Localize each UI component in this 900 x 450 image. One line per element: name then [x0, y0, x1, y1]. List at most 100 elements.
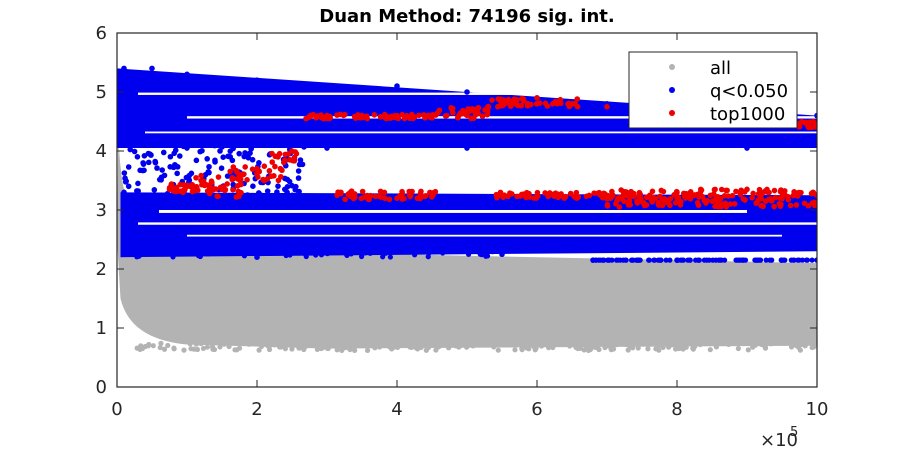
series-top1000-point	[690, 192, 697, 199]
series-top1000-point	[574, 96, 581, 102]
series-top1000-point	[407, 191, 414, 198]
series-top1000-point	[166, 186, 173, 193]
series-all-point	[352, 347, 358, 353]
series-top1000-point	[677, 202, 684, 208]
series-q-point	[734, 257, 741, 263]
band-gap	[138, 222, 817, 225]
series-top1000-point	[672, 200, 679, 206]
series-top1000-point	[762, 188, 769, 194]
legend-marker-top1000	[669, 110, 675, 116]
series-top1000-point	[399, 188, 405, 195]
series-top1000-point	[507, 190, 513, 196]
series-all-point	[768, 341, 774, 347]
series-top1000-point	[621, 198, 628, 205]
series-all-point	[325, 345, 331, 352]
series-all-point	[258, 343, 265, 349]
band-gap	[159, 210, 747, 213]
series-q-point	[220, 154, 226, 161]
series-all-point	[647, 341, 653, 347]
series-q-point	[465, 251, 472, 257]
series-top1000-point	[575, 194, 582, 200]
series-q-point	[148, 152, 154, 158]
series-top1000-point	[334, 192, 340, 199]
series-top1000-point	[347, 193, 354, 199]
series-q-point	[426, 250, 432, 256]
series-q-point	[121, 189, 127, 196]
legend-label-top1000: top1000	[710, 104, 785, 125]
series-q-point	[274, 194, 280, 201]
series-q-point	[254, 254, 260, 260]
series-top1000-point	[643, 194, 650, 201]
series-q-point	[158, 177, 164, 183]
series-q-point	[477, 251, 483, 257]
series-all-point	[575, 345, 581, 352]
series-top1000-point	[812, 202, 817, 209]
series-q-point	[230, 145, 236, 152]
series-q-point	[257, 192, 264, 198]
series-top1000-point	[418, 188, 424, 195]
series-all-point	[226, 343, 232, 350]
series-top1000-point	[444, 112, 450, 119]
series-all-point	[277, 344, 283, 350]
series-top1000-point	[694, 199, 701, 206]
series-top1000-point	[293, 150, 300, 157]
series-all-point	[217, 344, 223, 350]
series-q-point	[170, 254, 176, 260]
series-top1000-point	[499, 192, 505, 199]
series-q-point	[134, 154, 141, 160]
series-q-point	[318, 252, 325, 258]
series-q-point	[299, 161, 306, 168]
series-q-point	[814, 257, 817, 263]
series-top1000-point	[495, 96, 502, 102]
series-q-point	[250, 183, 256, 189]
series-q-point	[269, 247, 276, 253]
series-q-point	[814, 112, 817, 119]
series-top1000-point	[722, 200, 729, 207]
series-all-point	[171, 346, 177, 352]
series-top1000-point	[414, 195, 421, 202]
series-top1000-point	[254, 165, 260, 172]
series-q-point	[687, 257, 693, 263]
series-all-point	[232, 347, 238, 353]
series-q-point	[295, 175, 302, 181]
series-q-point	[287, 252, 293, 258]
series-q-point	[236, 150, 243, 157]
series-top1000-point	[494, 194, 500, 201]
series-top1000-point	[707, 192, 714, 199]
series-top1000-point	[272, 163, 278, 170]
series-top1000-point	[401, 115, 408, 122]
series-q-point	[252, 250, 258, 256]
series-all-point	[433, 347, 439, 353]
series-all-point	[282, 341, 288, 347]
series-top1000-point	[214, 193, 221, 199]
series-top1000-point	[758, 202, 764, 209]
series-q-point	[796, 257, 802, 263]
x-exponent-power: 5	[790, 425, 798, 440]
series-q-point	[701, 257, 707, 263]
series-top1000-point	[278, 173, 284, 180]
series-q-point	[121, 65, 127, 72]
series-top1000-point	[381, 189, 388, 196]
series-q-point	[367, 250, 373, 256]
series-q-point	[615, 257, 621, 263]
series-q-point	[791, 257, 797, 263]
series-top1000-point	[796, 120, 803, 127]
series-top1000-point	[454, 114, 461, 121]
series-top1000-point	[337, 111, 343, 118]
series-all-point	[512, 347, 518, 353]
series-top1000-point	[198, 172, 204, 179]
series-q-point	[303, 253, 309, 260]
series-top1000-point	[771, 203, 777, 210]
series-all-point	[161, 346, 168, 352]
series-all-point	[282, 346, 288, 352]
series-top1000-point	[275, 154, 281, 160]
series-top1000-point	[198, 177, 204, 184]
series-top1000-point	[725, 193, 731, 199]
series-q-point	[241, 253, 248, 259]
series-top1000-point	[372, 193, 379, 200]
series-top1000-point	[724, 187, 730, 194]
series-top1000-point	[659, 197, 666, 203]
series-top1000-point	[801, 200, 808, 207]
series-top1000-point	[698, 187, 705, 193]
series-top1000-point	[324, 112, 330, 119]
